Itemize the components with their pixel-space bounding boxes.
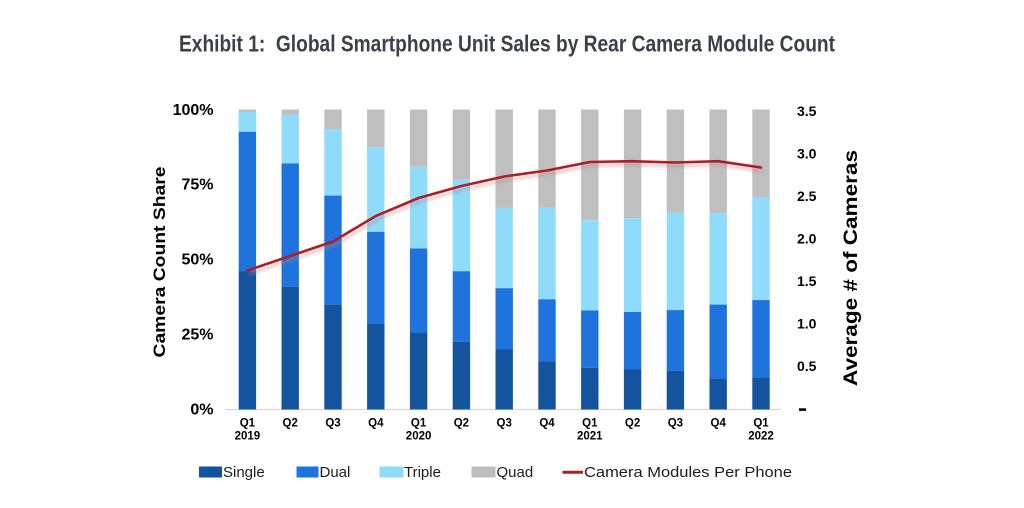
svg-text:Q3: Q3: [668, 418, 683, 430]
svg-text:100%: 100%: [173, 102, 214, 119]
svg-text:Q4: Q4: [368, 418, 384, 430]
svg-text:1.0: 1.0: [797, 315, 817, 331]
svg-text:3.0: 3.0: [797, 146, 817, 162]
svg-text:2.5: 2.5: [797, 188, 817, 204]
svg-text:Q1: Q1: [753, 418, 769, 430]
svg-text:Q1: Q1: [411, 418, 427, 430]
svg-text:75%: 75%: [181, 177, 213, 194]
svg-text:Q1: Q1: [582, 418, 598, 430]
svg-text:2021: 2021: [577, 431, 603, 443]
svg-text:Q4: Q4: [539, 418, 555, 430]
svg-text:Exhibit 1: Global Smartphone: Exhibit 1: Global Smartphone Unit Sales …: [179, 31, 835, 57]
svg-text:Camera Modules Per Phone: Camera Modules Per Phone: [584, 464, 792, 481]
svg-text:3.5: 3.5: [797, 103, 817, 119]
svg-text:Quad: Quad: [497, 464, 534, 481]
svg-text:2019: 2019: [235, 431, 261, 443]
svg-text:Camera Count Share: Camera Count Share: [150, 167, 169, 358]
svg-text:2.0: 2.0: [797, 231, 817, 247]
svg-text:Q4: Q4: [711, 418, 727, 430]
svg-text:25%: 25%: [181, 326, 213, 343]
svg-text:Q2: Q2: [283, 418, 298, 430]
svg-text:Single: Single: [223, 464, 265, 481]
svg-text:0%: 0%: [190, 401, 213, 418]
svg-text:2022: 2022: [748, 431, 774, 443]
svg-text:Average # of Cameras: Average # of Cameras: [840, 150, 862, 386]
svg-text:1.5: 1.5: [797, 273, 817, 289]
svg-text:Q2: Q2: [454, 418, 469, 430]
svg-text:Q1: Q1: [240, 418, 256, 430]
svg-text:Triple: Triple: [404, 464, 441, 481]
svg-text:0.5: 0.5: [797, 358, 817, 374]
svg-text:Q3: Q3: [325, 418, 340, 430]
svg-text:2020: 2020: [406, 431, 432, 443]
svg-text:Dual: Dual: [320, 464, 351, 481]
svg-text:Q2: Q2: [625, 418, 640, 430]
svg-text:Q3: Q3: [497, 418, 512, 430]
svg-text:50%: 50%: [181, 252, 213, 269]
